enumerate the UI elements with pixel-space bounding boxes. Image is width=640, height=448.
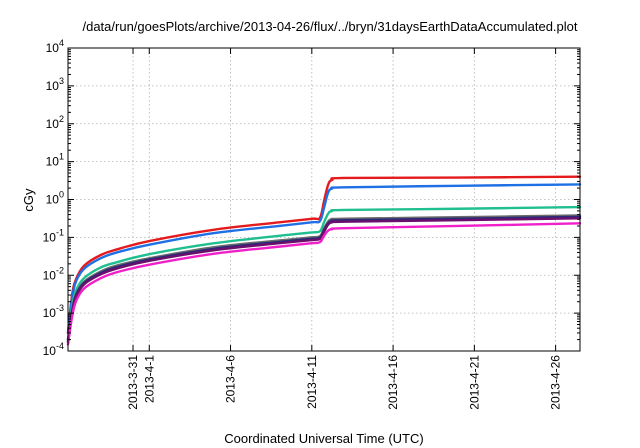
y-tick-labels: 10-4 10-3 10-2 10-1 100 101 102 103 104: [43, 38, 64, 358]
series-line: [66, 183, 582, 335]
x-axis-label: Coordinated Universal Time (UTC): [224, 431, 423, 446]
axis-ticks: [68, 47, 580, 352]
x-tick-labels: 2013-3-31 2013-4-1 2013-4-6 2013-4-11 2013-4…: [126, 355, 563, 410]
y-tick-label: 101: [46, 152, 64, 169]
y-tick-label: 10-3: [43, 303, 64, 320]
grid-lines: [68, 48, 580, 351]
series-lines: [66, 175, 582, 346]
y-tick-label: 104: [46, 38, 64, 55]
series-line: [66, 205, 582, 341]
x-tick-label: 2013-3-31: [126, 355, 140, 410]
x-tick-label: 2013-4-6: [224, 355, 238, 403]
x-tick-label: 2013-4-16: [386, 355, 400, 410]
x-tick-label: 2013-4-1: [142, 355, 156, 403]
y-tick-label: 10-2: [43, 265, 64, 282]
y-tick-label: 100: [46, 190, 64, 207]
x-tick-label: 2013-4-26: [549, 355, 563, 410]
series-line: [66, 175, 582, 335]
y-tick-label: 10-1: [43, 227, 64, 244]
y-axis-label: cGy: [21, 188, 36, 212]
y-tick-label: 10-4: [43, 341, 64, 358]
series-line: [66, 217, 582, 344]
y-tick-label: 102: [46, 114, 64, 131]
series-line: [66, 222, 582, 346]
y-tick-label: 103: [46, 76, 64, 93]
chart-title: /data/run/goesPlots/archive/2013-04-26/f…: [82, 19, 577, 34]
x-tick-label: 2013-4-21: [467, 355, 481, 410]
x-tick-label: 2013-4-11: [305, 355, 319, 409]
